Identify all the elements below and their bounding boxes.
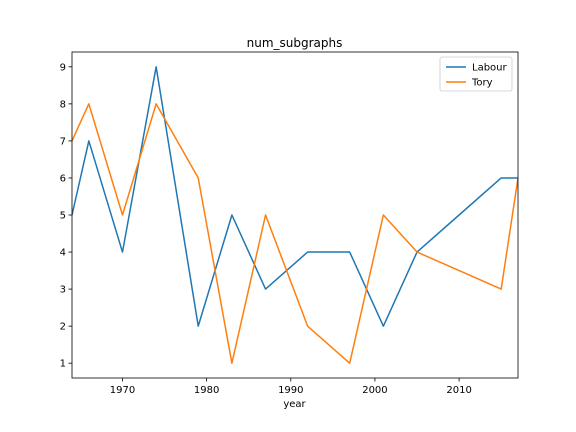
x-tick-label: 2000 — [362, 385, 387, 396]
y-tick-label: 5 — [60, 211, 66, 222]
y-tick-label: 2 — [60, 322, 66, 333]
x-axis-label: year — [283, 399, 306, 410]
series-line-tory — [72, 103, 518, 364]
axes-frame — [71, 51, 519, 379]
y-tick-label: 4 — [60, 248, 66, 259]
legend-label-tory: Tory — [471, 78, 493, 89]
x-tick-label: 1970 — [110, 385, 135, 396]
y-tick-label: 1 — [60, 359, 66, 370]
chart-title: num_subgraphs — [247, 36, 343, 50]
y-tick-label: 9 — [60, 62, 66, 73]
y-tick-label: 6 — [60, 173, 66, 184]
series-line-labour — [72, 66, 518, 327]
y-tick-label: 3 — [60, 285, 66, 296]
legend-label-labour: Labour — [472, 63, 508, 74]
axis-ticks: 1970 1980 1990 2000 2010 1 2 3 4 5 6 7 8 9 — [60, 62, 472, 396]
x-tick-label: 1990 — [278, 385, 303, 396]
y-tick-label: 7 — [60, 136, 66, 147]
y-tick-label: 8 — [60, 99, 66, 110]
legend: Labour Tory — [439, 56, 513, 92]
x-tick-label: 1980 — [194, 385, 219, 396]
plot-area — [71, 51, 519, 379]
x-tick-label: 2010 — [446, 385, 471, 396]
